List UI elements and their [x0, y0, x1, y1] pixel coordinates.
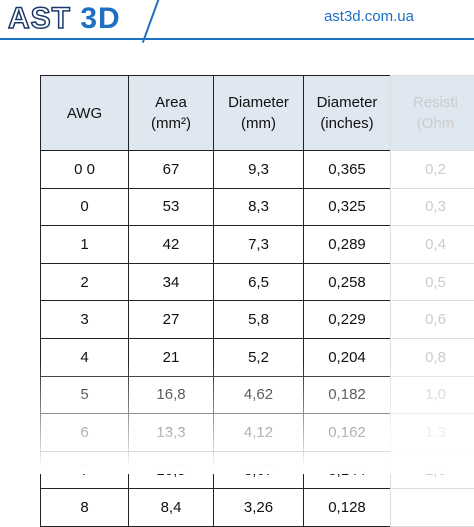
table-cell: 7,3: [213, 225, 304, 264]
header-line: Diameter: [228, 94, 289, 111]
table-cell: 1: [40, 225, 129, 264]
table-cell: 0 0: [40, 150, 129, 189]
table-cell: 0,144: [303, 450, 391, 490]
header-line: Diameter: [316, 94, 378, 111]
table-cell: 6,5: [213, 262, 304, 302]
column-header: Area (mm²): [128, 75, 214, 151]
table-cell: 0,204: [303, 338, 391, 377]
column-header: Resisti (Ohm: [390, 75, 474, 151]
table-cell: 1,6: [390, 450, 474, 490]
table-cell: 0,4: [390, 225, 474, 264]
table-cell: 10,5: [128, 450, 214, 490]
table-cell: 0,128: [303, 488, 391, 527]
table-cell: 5,2: [213, 338, 304, 377]
header: AST 3D ast3d.com.ua: [0, 0, 474, 43]
table-cell: 9,3: [213, 150, 304, 189]
table-cell: 6: [40, 413, 129, 452]
table: AWG Area (mm²) Diameter (mm) Diameter (inches)…: [40, 75, 474, 527]
table-cell: 42: [128, 225, 214, 264]
table-cell: 0,289: [303, 225, 391, 264]
table-cell: 8: [40, 488, 129, 527]
table-cell: 0: [40, 187, 129, 227]
table-cell: 0,325: [303, 187, 391, 227]
table-cell: 0,365: [303, 150, 391, 189]
header-line: AWG: [66, 104, 103, 122]
table-cell: 0,3: [390, 187, 474, 227]
table-cell: 5,8: [213, 300, 304, 339]
table-cell: 2: [40, 262, 129, 302]
logo-text: 3D: [80, 2, 121, 35]
table-cell: 1,3: [390, 413, 474, 452]
table-cell: 7: [40, 450, 129, 490]
table-cell: 53: [128, 187, 214, 227]
column-header: Diameter (inches): [303, 75, 391, 151]
table-cell: 0,162: [303, 413, 391, 452]
table-cell: 0,5: [390, 262, 474, 302]
table-cell: 0,258: [303, 262, 391, 302]
column-header: AWG: [40, 75, 129, 151]
table-cell: 67: [128, 150, 214, 189]
table-cell: 16,8: [128, 375, 214, 415]
table-cell: 0,2: [390, 150, 474, 189]
table-cell: 8,4: [128, 488, 214, 527]
table-cell: 4,62: [213, 375, 304, 415]
logo-text: AST: [7, 1, 71, 36]
table-cell: 0,6: [390, 300, 474, 339]
table-cell: 3,67: [213, 450, 304, 490]
table-cell: 0,8: [390, 338, 474, 377]
table-cell: 8,3: [213, 187, 304, 227]
logo[interactable]: AST 3D: [7, 1, 121, 36]
url[interactable]: ast3d.com.ua: [323, 8, 414, 25]
table-cell: 21: [128, 338, 214, 377]
table-cell: 0,182: [303, 375, 391, 415]
table-cell: [390, 488, 474, 527]
header-line: (mm): [241, 115, 276, 132]
divider: [141, 0, 161, 43]
header-line: Resisti: [412, 94, 458, 111]
table-cell: 27: [128, 300, 214, 339]
table-cell: 13,3: [128, 413, 214, 452]
table-cell: 4: [40, 338, 129, 377]
table-cell: 34: [128, 262, 214, 302]
column-header: Diameter (mm): [213, 75, 304, 151]
table-cell: 4,12: [213, 413, 304, 452]
table-cell: 3,26: [213, 488, 304, 527]
table-cell: 1,0: [390, 375, 474, 415]
header-line: Area: [155, 94, 187, 111]
table-cell: 3: [40, 300, 129, 339]
table-cell: 0,229: [303, 300, 391, 339]
header-line: (Ohm: [416, 115, 455, 132]
table-cell: 5: [40, 375, 129, 415]
header-line: (inches): [320, 115, 374, 132]
header-line: (mm²): [151, 115, 191, 132]
